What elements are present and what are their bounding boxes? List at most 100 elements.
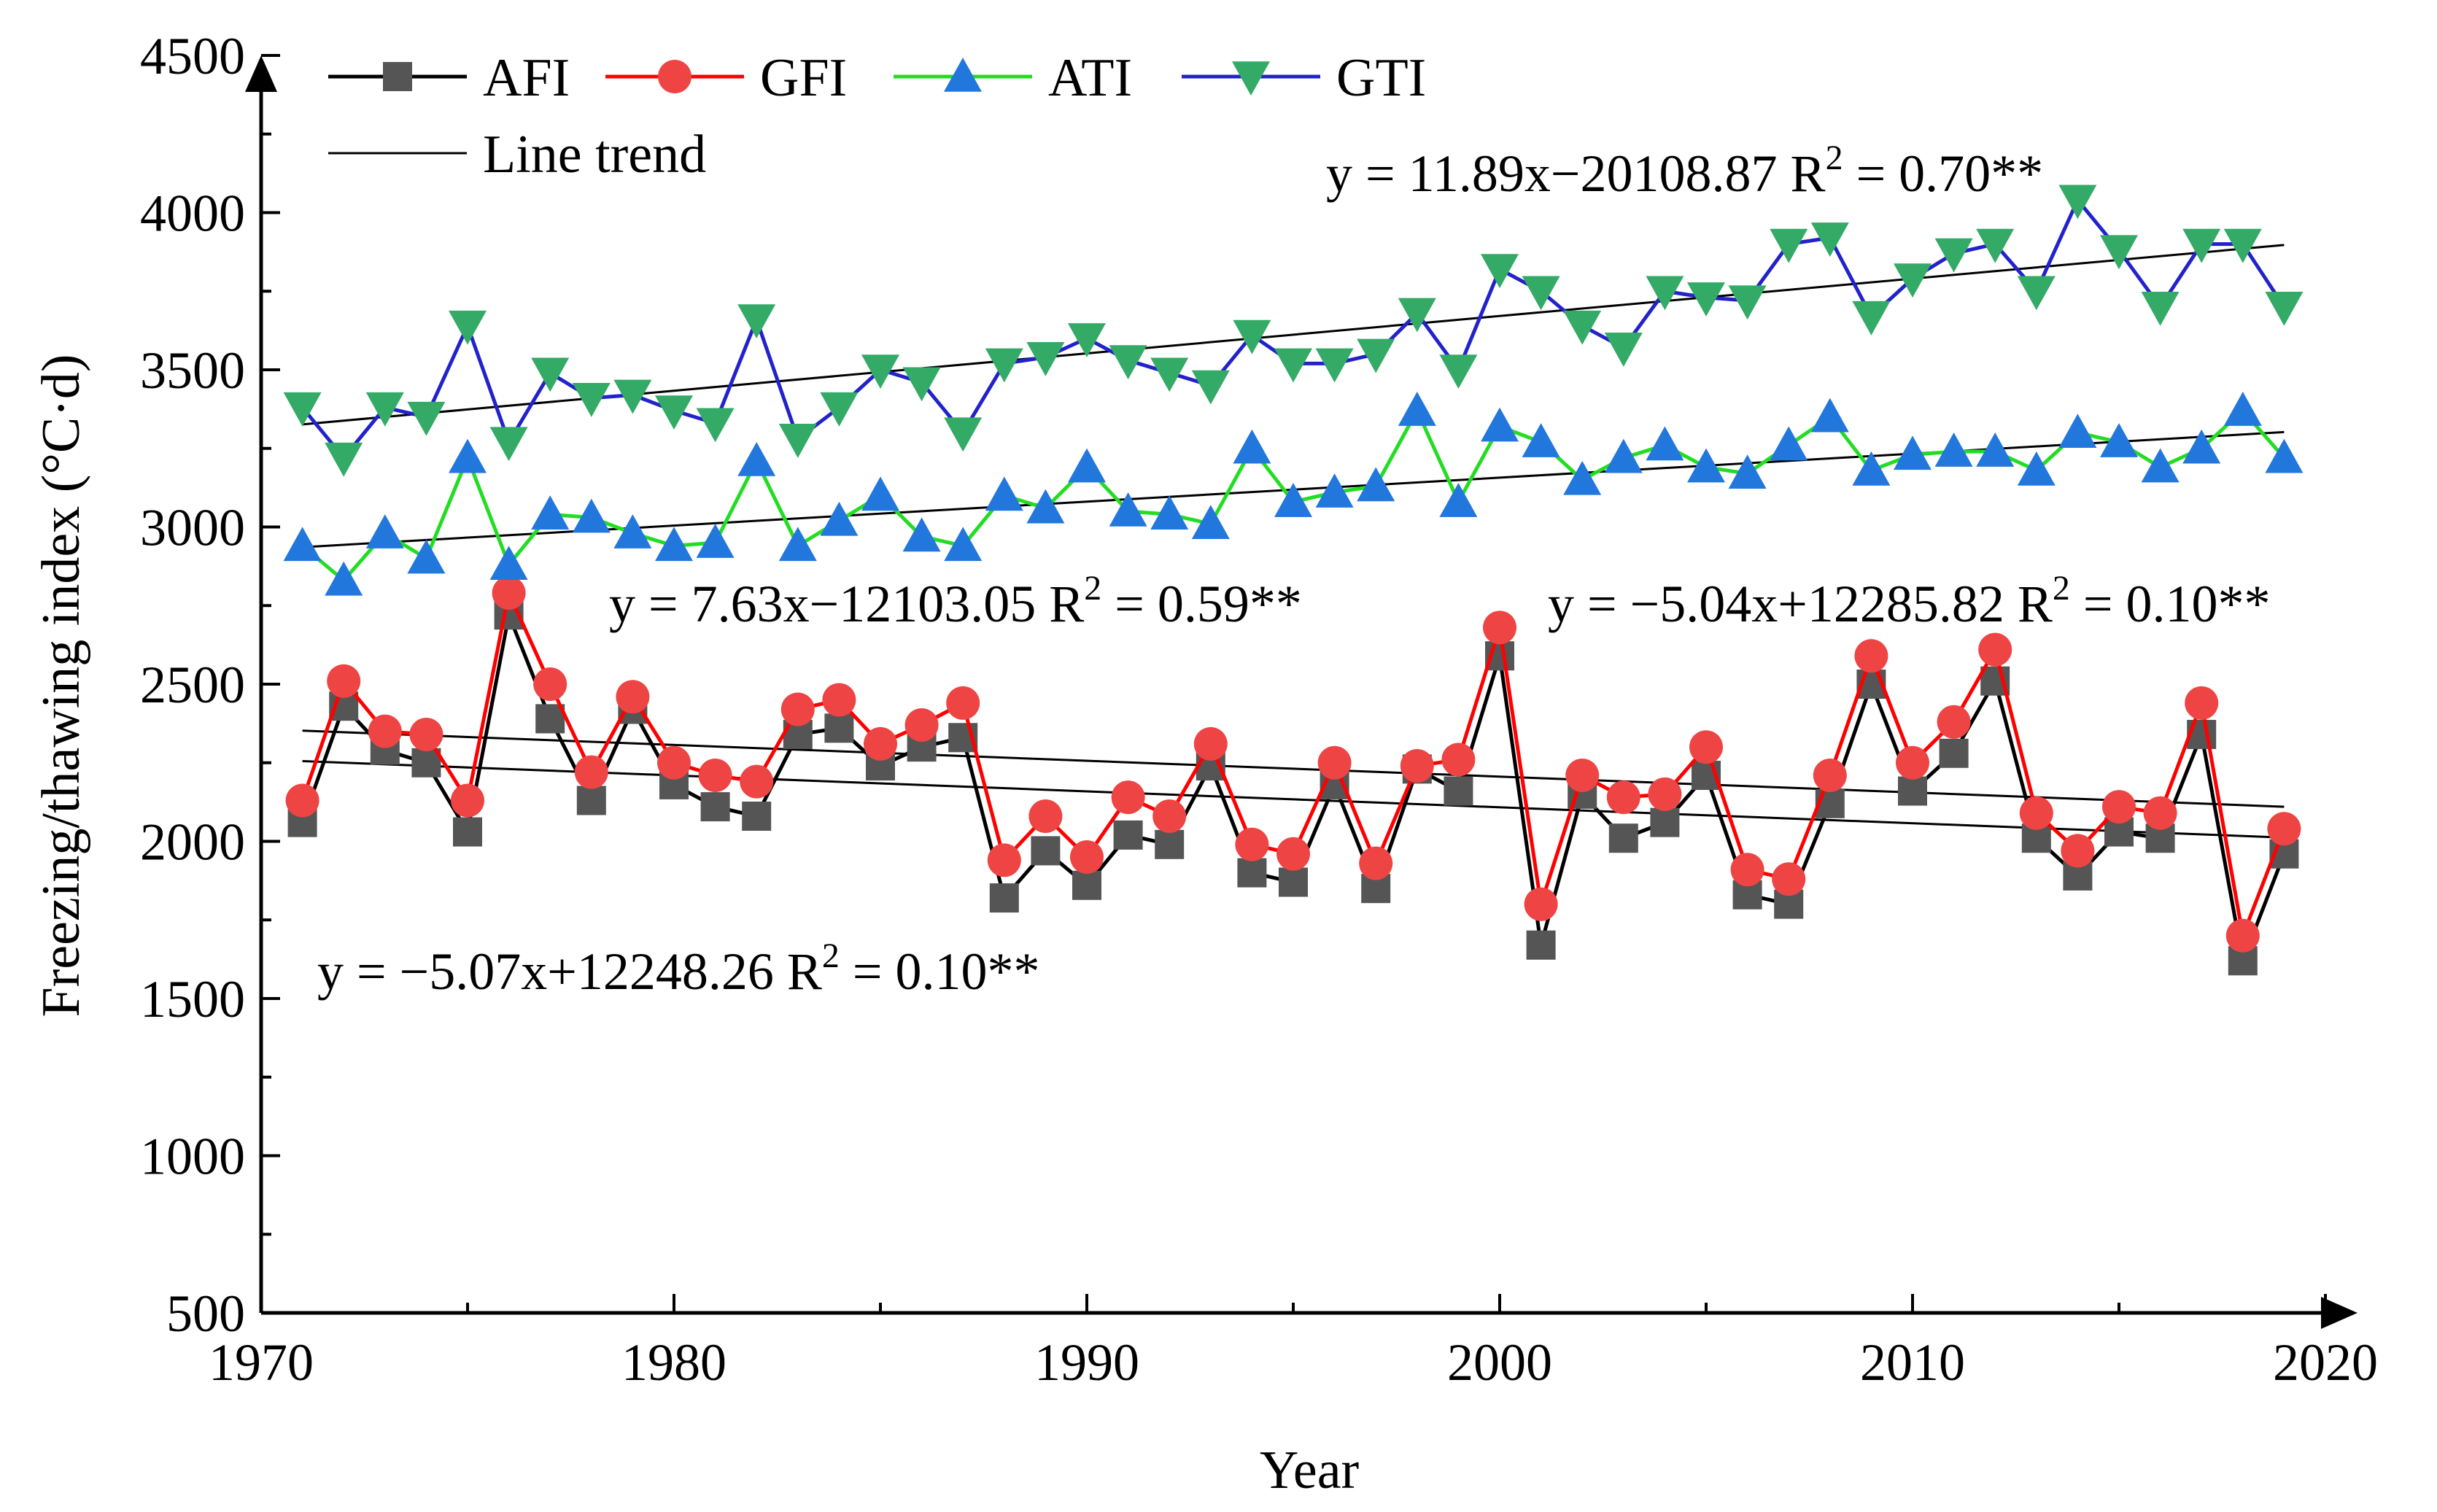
data-point	[657, 745, 691, 780]
y-tick-label: 3500	[140, 341, 245, 400]
data-point	[1728, 454, 1767, 489]
data-point	[1441, 743, 1476, 777]
data-point	[1896, 745, 1929, 780]
data-point	[944, 527, 983, 562]
data-point	[820, 392, 859, 427]
equation-afi: y = −5.07x+12248.26 R2 = 0.10**	[317, 937, 1039, 1001]
data-point	[987, 843, 1021, 877]
data-point	[574, 755, 608, 789]
x-tick-label: 1990	[1034, 1333, 1139, 1392]
data-point	[1978, 632, 2012, 667]
x-tick-label: 1980	[621, 1333, 727, 1392]
equation-gti: y = 11.89x−20108.87 R2 = 0.70**	[1326, 139, 2043, 203]
legend-swatch-marker	[1232, 61, 1270, 96]
data-point	[1689, 730, 1723, 764]
data-point	[2100, 235, 2138, 270]
data-point	[985, 348, 1023, 383]
data-point	[1068, 448, 1106, 483]
data-point	[1315, 348, 1354, 383]
series-ati	[283, 392, 2304, 596]
data-point	[780, 692, 815, 726]
data-point	[1522, 423, 1560, 457]
trend-line	[302, 729, 2285, 808]
data-point	[1359, 846, 1393, 880]
x-axis-arrow	[2321, 1297, 2357, 1329]
data-point	[2265, 292, 2304, 326]
data-point	[1606, 780, 1640, 815]
y-tick-label: 4000	[140, 185, 245, 243]
data-point	[1646, 426, 1684, 461]
data-point	[1772, 862, 1806, 896]
data-point	[1233, 319, 1271, 354]
data-point	[2100, 423, 2138, 457]
data-point	[1113, 820, 1143, 850]
data-point	[861, 354, 899, 389]
y-tick-label: 1500	[140, 970, 245, 1028]
equation-ati: y = 7.63x−12103.05 R2 = 0.59**	[609, 569, 1302, 633]
data-point	[1563, 460, 1602, 495]
data-point	[407, 539, 446, 574]
data-point	[1072, 870, 1101, 900]
data-point	[737, 304, 776, 339]
data-point	[1976, 433, 2015, 467]
data-point	[1191, 370, 1230, 405]
data-point	[740, 764, 774, 799]
data-point	[1563, 310, 1602, 345]
data-point	[407, 401, 446, 436]
equation-superscript: 2	[2053, 569, 2070, 608]
data-point	[1894, 435, 1932, 470]
legend-entry-trend: Line trend	[328, 125, 706, 185]
data-point	[1650, 807, 1680, 837]
data-point	[1646, 276, 1684, 311]
legend-swatch-marker	[944, 58, 982, 92]
legend-label: GFI	[760, 48, 847, 108]
data-point	[576, 786, 606, 815]
y-tick-label: 2000	[140, 813, 245, 872]
data-point	[489, 427, 528, 462]
data-point	[1770, 228, 1808, 263]
equation-text: = 0.10**	[2070, 575, 2271, 633]
data-point	[1770, 426, 1808, 461]
equation-text: y = −5.07x+12248.26 R	[317, 942, 822, 1001]
data-point	[700, 792, 730, 822]
data-point	[1233, 429, 1271, 464]
data-point	[2267, 812, 2301, 846]
data-point	[1813, 758, 1847, 792]
data-point	[285, 783, 319, 818]
data-point	[822, 683, 856, 717]
legend: AFI GFI ATI GTI Line trend	[328, 48, 1426, 185]
data-point	[1028, 799, 1063, 834]
data-point	[778, 527, 817, 562]
legend-label: Line trend	[483, 125, 706, 185]
data-point	[1604, 333, 1643, 367]
data-point	[451, 783, 484, 818]
y-tick-label: 500	[166, 1284, 245, 1343]
data-point	[365, 514, 404, 548]
data-point	[1648, 777, 1682, 811]
data-point	[1524, 887, 1558, 921]
data-point	[1939, 738, 1969, 768]
legend-label: GTI	[1336, 48, 1426, 108]
x-tick-label: 2000	[1447, 1333, 1552, 1392]
data-point	[1109, 345, 1147, 380]
equation-text: y = −5.04x+12285.82 R	[1548, 575, 2053, 633]
data-point	[1152, 799, 1187, 834]
data-point	[2061, 834, 2095, 868]
data-point	[531, 357, 570, 392]
data-point	[2141, 292, 2180, 326]
data-point	[2141, 448, 2180, 483]
data-point	[655, 527, 693, 562]
equation-text: y = 7.63x−12103.05 R	[609, 575, 1084, 633]
data-point	[1237, 858, 1267, 888]
data-point	[1357, 467, 1395, 502]
legend-entry: GFI	[605, 48, 847, 108]
data-point	[449, 310, 487, 345]
data-point	[820, 501, 859, 536]
data-point	[2223, 228, 2262, 263]
legend-entry: ATI	[894, 48, 1132, 108]
series-gti	[283, 185, 2304, 477]
data-point	[1150, 357, 1189, 392]
data-point	[696, 408, 735, 443]
data-point	[2265, 438, 2304, 473]
